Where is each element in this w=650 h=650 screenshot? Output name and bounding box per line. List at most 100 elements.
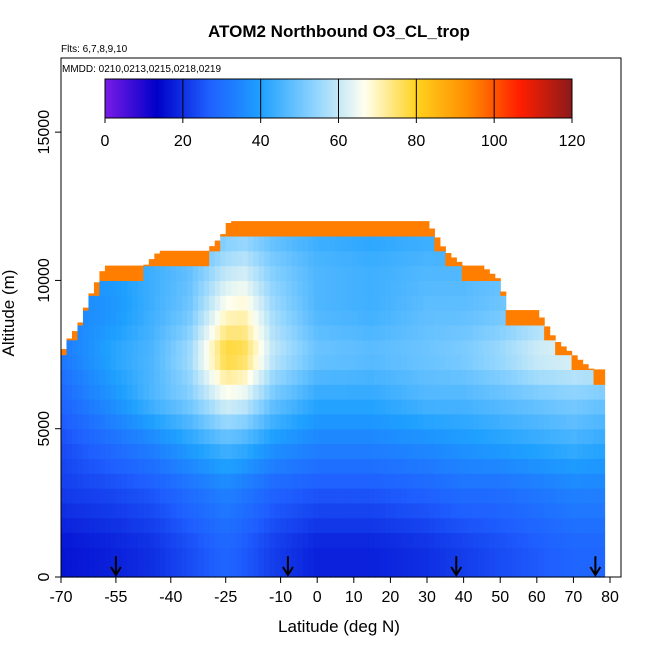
x-tick-label: 40 [455, 589, 473, 606]
heatmap-cell [170, 339, 177, 356]
heatmap-cell [373, 502, 381, 519]
heatmap-cell [450, 265, 457, 282]
heatmap-cell [379, 532, 386, 548]
heatmap-cell [522, 369, 529, 385]
heatmap-cell [99, 517, 106, 534]
heatmap-cell [417, 339, 424, 356]
heatmap-cell [368, 532, 375, 548]
heatmap-cell [115, 324, 122, 341]
heatmap-cell [126, 428, 133, 445]
heatmap-cell [395, 488, 402, 504]
heatmap-cell [258, 295, 265, 311]
heatmap-cell [428, 295, 435, 311]
heatmap-cell [472, 428, 479, 445]
heatmap-cell [357, 413, 364, 430]
heatmap-cell [379, 235, 386, 252]
heatmap-cell [544, 354, 551, 370]
heatmap-cell [395, 532, 402, 548]
heatmap-cell [390, 532, 397, 548]
heatmap-cell [297, 443, 304, 459]
heatmap-cell [132, 399, 139, 415]
heatmap-cell [115, 458, 122, 474]
heatmap-cell [110, 339, 117, 356]
heatmap-cell [176, 354, 183, 370]
heatmap-cell [154, 458, 161, 474]
heatmap-cell [170, 280, 177, 296]
heatmap-cell [351, 502, 359, 519]
heatmap-cell [176, 413, 183, 430]
heatmap-cell [308, 413, 315, 430]
heatmap-cell [104, 339, 112, 356]
heatmap-cell [275, 547, 282, 563]
heatmap-cell [165, 473, 172, 489]
heatmap-cell [406, 458, 413, 474]
heatmap-cell [522, 339, 529, 356]
heatmap-cell [137, 488, 144, 504]
heatmap-cell [264, 221, 271, 237]
heatmap-cell [588, 384, 595, 400]
heatmap-cell [357, 280, 364, 296]
heatmap-cell [379, 354, 386, 370]
heatmap-cell [401, 399, 408, 415]
heatmap-cell [406, 532, 413, 548]
heatmap-cell [126, 473, 133, 489]
heatmap-cell [588, 547, 595, 563]
heatmap-cell [467, 369, 474, 385]
heatmap-cell [176, 295, 183, 311]
heatmap-cell [214, 547, 221, 563]
heatmap-cell [225, 562, 232, 578]
heatmap-cell [330, 235, 337, 252]
heatmap-cell [373, 488, 381, 504]
heatmap-cell [319, 413, 326, 430]
heatmap-cell [220, 488, 227, 504]
heatmap-cell [253, 473, 260, 489]
heatmap-cell [302, 339, 309, 356]
heatmap-cell [434, 354, 441, 370]
heatmap-cell [511, 339, 518, 356]
heatmap-cell [302, 221, 309, 237]
heatmap-cell [236, 502, 243, 519]
heatmap-cell [198, 280, 205, 296]
heatmap-cell [324, 295, 331, 311]
heatmap-cell [511, 354, 518, 370]
heatmap-cell [494, 517, 501, 534]
heatmap-cell [242, 502, 249, 519]
heatmap-cell [264, 369, 271, 385]
heatmap-cell [544, 428, 551, 445]
heatmap-cell [264, 339, 271, 356]
heatmap-cell [417, 443, 424, 459]
heatmap-cell [577, 532, 584, 548]
heatmap-cell [428, 399, 435, 415]
heatmap-cell [412, 265, 419, 282]
heatmap-cell [489, 384, 496, 400]
heatmap-cell [571, 384, 578, 400]
heatmap-cell [286, 310, 293, 326]
heatmap-cell [66, 354, 73, 370]
heatmap-cell [412, 280, 419, 296]
heatmap-cell [445, 473, 452, 489]
heatmap-cell [346, 235, 353, 252]
heatmap-cell [236, 488, 243, 504]
heatmap-cell [483, 473, 490, 489]
heatmap-cell [341, 339, 348, 356]
heatmap-cell [209, 532, 216, 548]
heatmap-cell [384, 399, 392, 415]
heatmap-cell [406, 502, 413, 519]
heatmap-cell [137, 473, 144, 489]
heatmap-cell [522, 413, 529, 430]
heatmap-cell [478, 310, 485, 326]
heatmap-cell [445, 354, 452, 370]
heatmap-cell [560, 502, 567, 519]
heatmap-cell [412, 517, 419, 534]
heatmap-cell [395, 562, 402, 578]
heatmap-cell [247, 458, 254, 474]
heatmap-cell [533, 354, 540, 370]
heatmap-cell [577, 399, 584, 415]
heatmap-cell [132, 310, 139, 326]
heatmap-cell [390, 517, 397, 534]
heatmap-cell [203, 443, 210, 459]
heatmap-cell [110, 547, 117, 563]
heatmap-cell [467, 562, 474, 578]
heatmap-cell [275, 221, 282, 237]
heatmap-cell [231, 310, 238, 326]
